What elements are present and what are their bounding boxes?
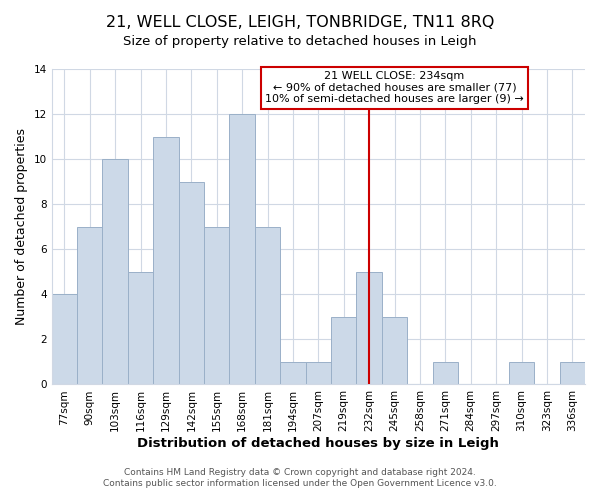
Bar: [331, 317, 356, 384]
Bar: [179, 182, 204, 384]
Y-axis label: Number of detached properties: Number of detached properties: [15, 128, 28, 325]
Text: Contains HM Land Registry data © Crown copyright and database right 2024.
Contai: Contains HM Land Registry data © Crown c…: [103, 468, 497, 487]
Bar: [433, 362, 458, 384]
Bar: [128, 272, 153, 384]
Text: 21 WELL CLOSE: 234sqm
← 90% of detached houses are smaller (77)
10% of semi-deta: 21 WELL CLOSE: 234sqm ← 90% of detached …: [265, 72, 524, 104]
X-axis label: Distribution of detached houses by size in Leigh: Distribution of detached houses by size …: [137, 437, 499, 450]
Bar: [382, 317, 407, 384]
Bar: [280, 362, 305, 384]
Bar: [229, 114, 255, 384]
Bar: [356, 272, 382, 384]
Bar: [204, 226, 229, 384]
Bar: [305, 362, 331, 384]
Text: 21, WELL CLOSE, LEIGH, TONBRIDGE, TN11 8RQ: 21, WELL CLOSE, LEIGH, TONBRIDGE, TN11 8…: [106, 15, 494, 30]
Bar: [153, 136, 179, 384]
Bar: [77, 226, 103, 384]
Bar: [255, 226, 280, 384]
Text: Size of property relative to detached houses in Leigh: Size of property relative to detached ho…: [123, 35, 477, 48]
Bar: [560, 362, 585, 384]
Bar: [52, 294, 77, 384]
Bar: [103, 159, 128, 384]
Bar: [509, 362, 534, 384]
